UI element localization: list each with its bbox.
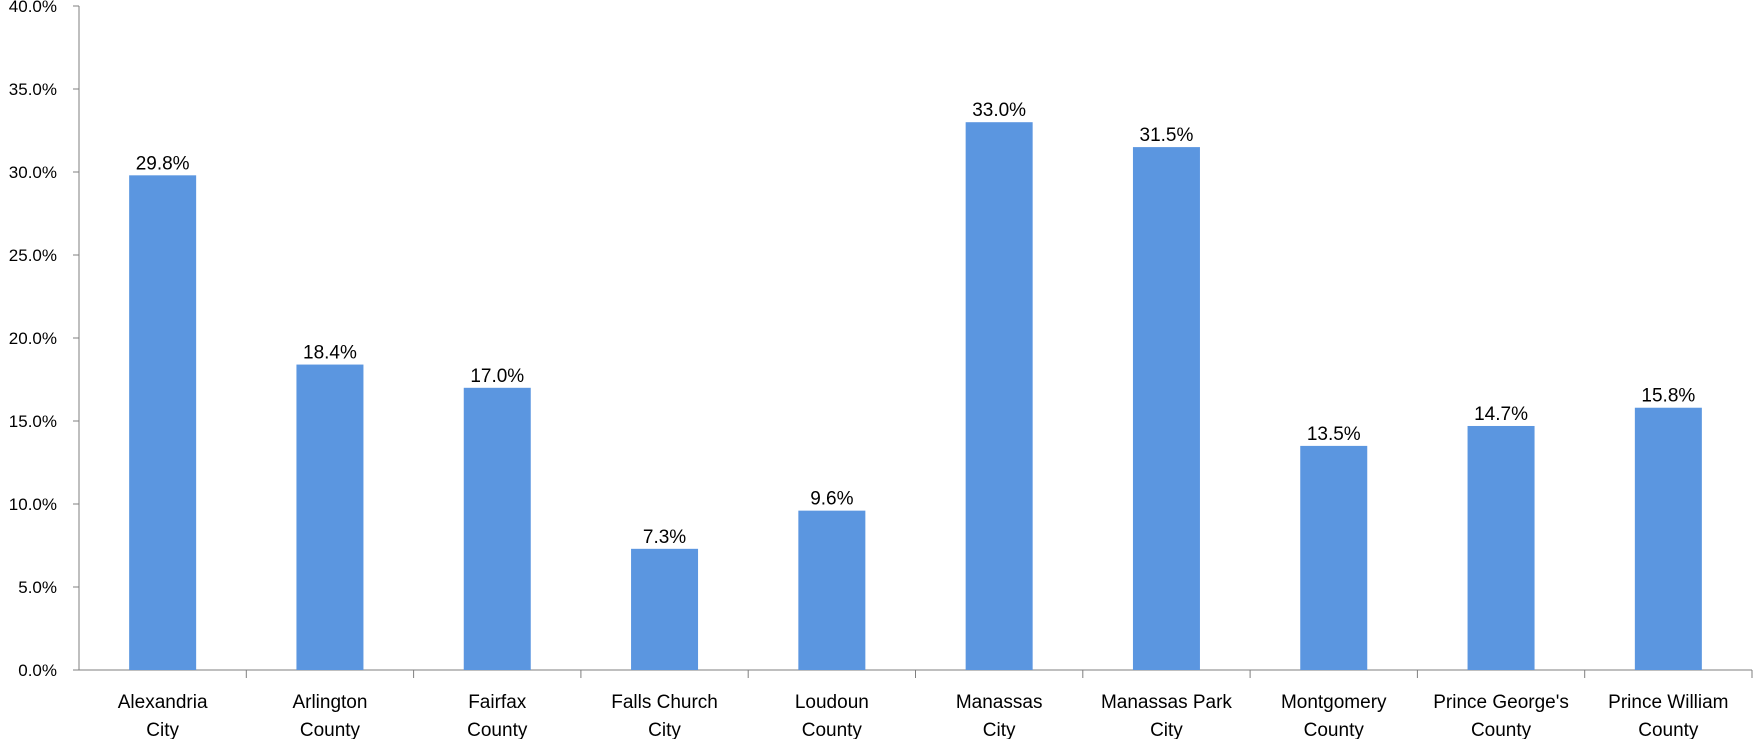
x-axis	[79, 669, 1753, 678]
x-tick-label: Prince William	[1608, 692, 1728, 713]
y-axis: 0.0% 5.0% 10.0% 15.0% 20.0% 25.0% 30.0% 35.0% 40…	[9, 0, 80, 680]
x-tick-label: Prince George's	[1433, 692, 1569, 713]
y-tick-label: 15.0%	[9, 412, 57, 431]
bars	[129, 122, 1702, 671]
x-tick-label: County	[1304, 720, 1365, 739]
x-tick-label: City	[1150, 720, 1183, 739]
data-label: 29.8%	[136, 153, 190, 174]
bar	[296, 364, 364, 670]
bar	[1634, 407, 1702, 670]
data-label: 15.8%	[1641, 386, 1695, 407]
x-tick-label: County	[300, 720, 361, 739]
x-tick-label: City	[983, 720, 1016, 739]
data-label: 9.6%	[810, 489, 853, 510]
y-tick-label: 20.0%	[9, 329, 57, 348]
x-tick-label: County	[1471, 720, 1532, 739]
bar	[1467, 425, 1535, 670]
data-label: 7.3%	[643, 527, 686, 548]
data-label: 33.0%	[972, 100, 1026, 121]
data-label: 18.4%	[303, 343, 357, 364]
data-label: 17.0%	[470, 366, 524, 387]
x-tick-label: City	[146, 720, 179, 739]
x-tick-label: Loudoun	[795, 692, 869, 713]
y-tick-label: 10.0%	[9, 495, 57, 514]
y-tick-label: 40.0%	[9, 0, 57, 16]
x-tick-label: County	[1638, 720, 1699, 739]
bar	[463, 387, 531, 670]
x-tick-label: City	[648, 720, 681, 739]
y-tick-label: 0.0%	[18, 661, 57, 680]
data-label: 13.5%	[1307, 424, 1361, 445]
x-tick-label: Fairfax	[468, 692, 527, 713]
x-tick-label: Manassas Park	[1101, 692, 1232, 713]
bar	[965, 122, 1033, 670]
data-labels: 29.8% 18.4% 17.0% 7.3% 9.6% 33.0% 31.5% 13.5% 14…	[136, 100, 1696, 548]
y-tick-label: 35.0%	[9, 80, 57, 99]
bar	[1132, 147, 1200, 671]
x-tick-label: Manassas	[956, 692, 1043, 713]
x-tick-label: Alexandria	[118, 692, 208, 713]
x-tick-label: Falls Church	[611, 692, 718, 713]
data-label: 31.5%	[1140, 125, 1194, 146]
bar	[798, 510, 866, 670]
x-tick-label: Montgomery	[1281, 692, 1387, 713]
bar	[129, 175, 197, 670]
category-labels: Alexandria City Arlington County Fairfax Coun…	[118, 692, 1729, 739]
y-tick-label: 25.0%	[9, 246, 57, 265]
bar	[1300, 445, 1368, 670]
x-tick-label: County	[802, 720, 863, 739]
data-label: 14.7%	[1474, 404, 1528, 425]
bar	[631, 548, 699, 670]
x-tick-label: County	[467, 720, 528, 739]
y-tick-label: 5.0%	[18, 578, 57, 597]
x-tick-label: Arlington	[292, 692, 367, 713]
y-tick-label: 30.0%	[9, 163, 57, 182]
